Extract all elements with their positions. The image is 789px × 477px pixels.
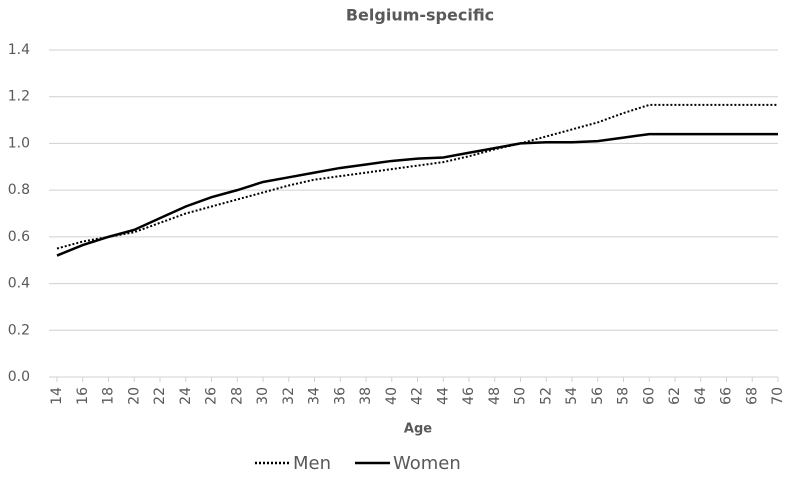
- x-tick-label: 28: [229, 387, 245, 405]
- y-tick-label: 0.0: [8, 369, 30, 385]
- x-axis-title: Age: [404, 422, 432, 437]
- y-tick-label: 1.4: [8, 42, 30, 58]
- x-tick-label: 46: [461, 387, 477, 405]
- x-tick-label: 70: [770, 387, 786, 405]
- line-series: [56, 103, 778, 250]
- legend-label: Men: [293, 453, 331, 474]
- chart-title: Belgium-specific: [346, 6, 494, 25]
- x-tick-label: 30: [255, 387, 271, 405]
- x-tick-label: 52: [538, 387, 554, 405]
- x-tick-label: 20: [126, 387, 142, 405]
- x-tick-label: 60: [641, 387, 657, 405]
- x-tick-label: 36: [332, 387, 348, 405]
- x-tick-label: 66: [719, 387, 735, 405]
- x-tick-label: 48: [487, 387, 503, 405]
- x-tick-label: 38: [358, 387, 374, 405]
- x-tick-label: 42: [410, 387, 426, 405]
- x-tick-label: 50: [513, 387, 529, 405]
- x-tick-label: 40: [384, 387, 400, 405]
- x-tick-label: 24: [178, 387, 194, 405]
- x-tick-label: 56: [590, 387, 606, 405]
- y-tick-label: 1.2: [8, 89, 30, 105]
- y-tick-label: 0.4: [8, 276, 30, 292]
- x-tick-label: 58: [616, 387, 632, 405]
- x-tick-label: 26: [204, 387, 220, 405]
- x-tick-label: 16: [75, 387, 91, 405]
- x-tick-label: 54: [564, 387, 580, 405]
- x-tick-label: 18: [101, 387, 117, 405]
- x-tick-label: 62: [667, 387, 683, 405]
- x-tick-label: 32: [281, 387, 297, 405]
- legend-label: Women: [393, 453, 461, 474]
- x-tick-label: 64: [693, 387, 709, 405]
- x-tick-label: 44: [435, 387, 451, 405]
- x-tick-label: 22: [152, 387, 168, 405]
- x-tick-label: 34: [307, 387, 323, 405]
- y-tick-label: 0.6: [8, 229, 30, 245]
- y-tick-label: 0.8: [8, 182, 30, 198]
- line-series: [56, 132, 778, 257]
- y-tick-label: 0.2: [8, 322, 30, 338]
- x-tick-label: 68: [744, 387, 760, 405]
- y-tick-label: 1.0: [8, 135, 30, 151]
- x-tick-label: 14: [49, 387, 65, 405]
